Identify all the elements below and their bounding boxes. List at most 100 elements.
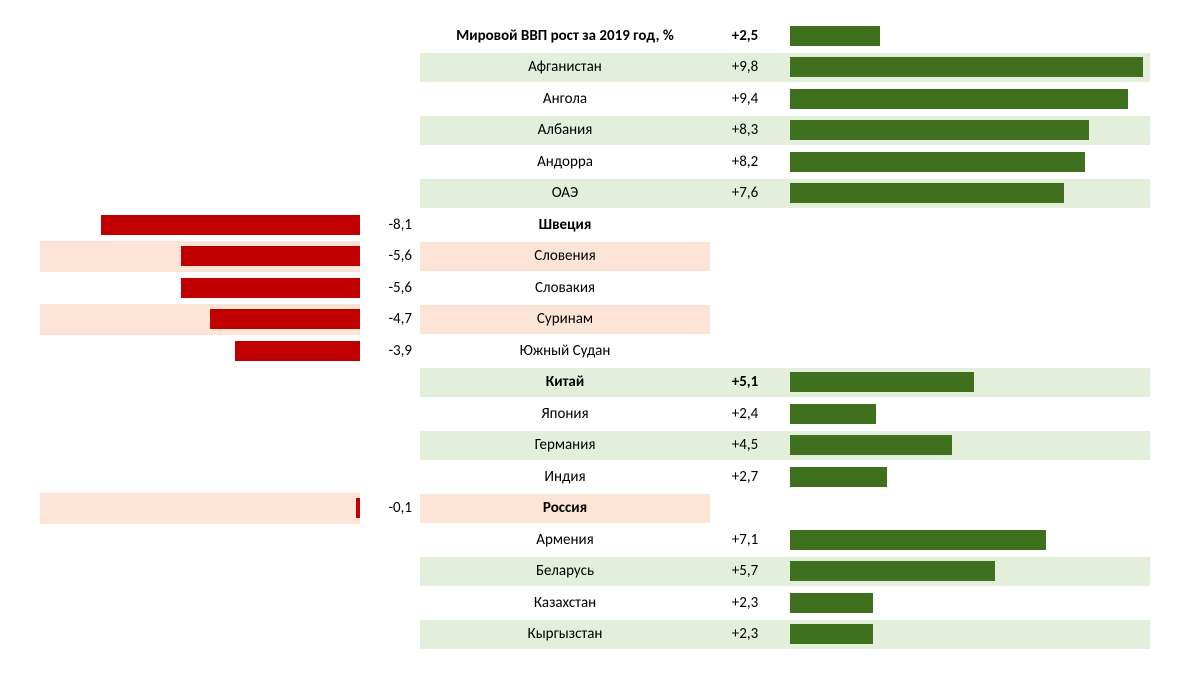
positive-value-text: +8,3 [732,121,758,139]
negative-bar-area [40,587,360,619]
positive-value-text: +5,1 [732,373,759,391]
positive-bar-area [780,367,1150,399]
country-name: Албания [538,121,593,139]
positive-value-text: +9,4 [732,90,758,108]
positive-value-label: +7,1 [710,524,780,556]
positive-bar [790,120,1089,140]
chart-row: Китай +5,1 [40,367,1160,399]
country-name: Россия [543,499,587,517]
positive-bar-area [780,335,1150,367]
positive-bar-area [780,461,1150,493]
chart-row: Индия +2,7 [40,461,1160,493]
negative-bar-area [40,461,360,493]
positive-bar [790,435,952,455]
positive-value-text: +7,6 [732,184,758,202]
chart-row: -4,7Суринам [40,304,1160,336]
country-name: Швеция [539,216,592,234]
positive-value-text: +8,2 [732,153,758,171]
country-name-cell: Словакия [420,272,710,304]
country-name-cell: Казахстан [420,587,710,619]
positive-bar [790,561,995,581]
country-name-cell: Андорра [420,146,710,178]
positive-bar [790,467,887,487]
country-name: Китай [546,373,584,391]
positive-bar-area [780,20,1150,52]
positive-bar-area [780,52,1150,84]
row-stripe-bg [40,493,360,525]
negative-bar [210,309,360,329]
negative-bar-area [40,619,360,651]
negative-bar [235,341,360,361]
positive-value-label: +2,4 [710,398,780,430]
negative-bar-area [40,272,360,304]
positive-value-text: +2,4 [732,405,758,423]
country-name: Беларусь [536,562,594,580]
positive-bar [790,152,1085,172]
negative-bar-area [40,430,360,462]
negative-bar [356,498,360,518]
positive-value-label: +9,8 [710,52,780,84]
positive-value-text: +4,5 [732,436,758,454]
positive-value-label: +2,7 [710,461,780,493]
country-name: Армения [536,531,593,549]
positive-bar [790,624,873,644]
chart-row: Беларусь +5,7 [40,556,1160,588]
country-name: Кыргызстан [528,625,603,643]
country-name: Словакия [535,279,595,297]
positive-bar [790,26,880,46]
positive-bar-area [780,398,1150,430]
positive-bar-area [780,209,1150,241]
country-name: ОАЭ [552,184,578,202]
negative-value-label: -8,1 [360,216,420,234]
country-name-cell: Суринам [420,304,710,336]
negative-bar-area [40,304,360,336]
positive-value-label: +4,5 [710,430,780,462]
negative-value-label: -4,7 [360,310,420,328]
positive-bar-area [780,272,1150,304]
positive-value-label: +5,7 [710,556,780,588]
country-name: Мировой ВВП рост за 2019 год, % [456,27,674,45]
positive-value-text: +9,8 [732,58,758,76]
positive-value-label: +5,1 [710,367,780,399]
positive-bar [790,57,1143,77]
positive-bar-area [780,619,1150,651]
positive-value-label: +2,3 [710,587,780,619]
negative-bar-area [40,556,360,588]
positive-value-label: +2,3 [710,619,780,651]
country-name-cell: Южный Судан [420,335,710,367]
positive-bar-area [780,430,1150,462]
positive-bar [790,404,876,424]
negative-bar-area [40,367,360,399]
positive-value-label [710,335,780,367]
negative-bar-area [40,493,360,525]
positive-value-label [710,241,780,273]
negative-value-label: -5,6 [360,279,420,297]
negative-bar-area [40,20,360,52]
positive-value-text: +2,5 [732,27,759,45]
gdp-growth-chart: Мировой ВВП рост за 2019 год, % +2,5 Афган… [0,0,1200,670]
country-name-cell: Россия [420,493,710,525]
positive-bar-area [780,241,1150,273]
chart-row: Казахстан+2,3 [40,587,1160,619]
positive-bar-area [780,83,1150,115]
chart-row: Германия +4,5 [40,430,1160,462]
chart-row: Афганистан+9,8 [40,52,1160,84]
positive-bar-area [780,178,1150,210]
country-name: Индия [544,468,585,486]
country-name-cell: Германия [420,430,710,462]
chart-row: Ангола +9,4 [40,83,1160,115]
country-name-cell: Ангола [420,83,710,115]
positive-value-label: +9,4 [710,83,780,115]
positive-bar-area [780,556,1150,588]
chart-row: ОАЭ +7,6 [40,178,1160,210]
negative-value-label: -0,1 [360,499,420,517]
country-name: Япония [541,405,588,423]
negative-bar-area [40,398,360,430]
country-name-cell: Китай [420,367,710,399]
positive-value-label [710,209,780,241]
positive-bar-area [780,146,1150,178]
positive-value-label: +2,5 [710,20,780,52]
negative-bar [181,246,360,266]
country-name-cell: Индия [420,461,710,493]
negative-bar-area [40,524,360,556]
